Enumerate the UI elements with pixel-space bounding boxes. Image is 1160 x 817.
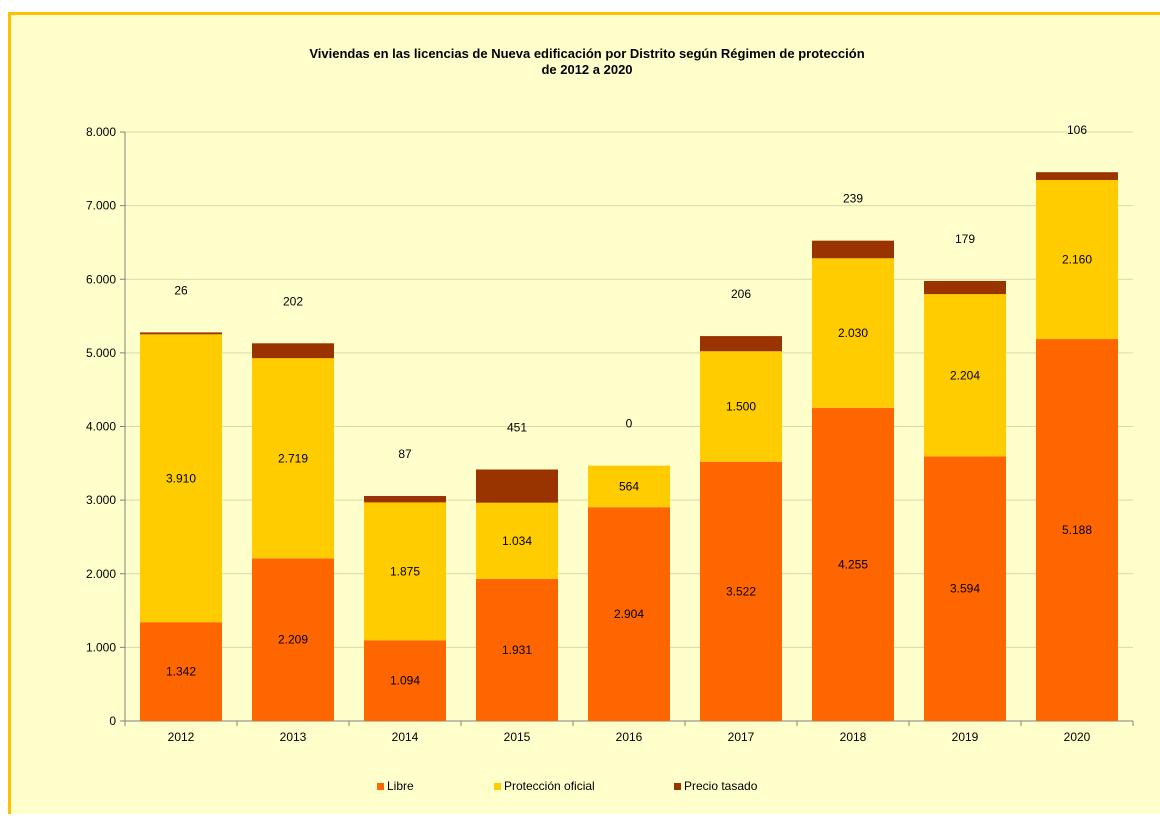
bar-precio-tasado-2015 xyxy=(476,469,558,503)
bar-precio-tasado-2013 xyxy=(252,343,334,359)
data-label-precio-tasado-2018: 239 xyxy=(843,192,863,206)
data-label-precio-tasado-2017: 206 xyxy=(731,287,751,301)
data-label-libre-2014: 1.094 xyxy=(390,674,420,688)
bar-precio-tasado-2017 xyxy=(700,336,782,352)
chart-title-line-1: Viviendas en las licencias de Nueva edif… xyxy=(309,46,865,61)
bar-proteccion-oficial-2020 xyxy=(1036,180,1118,340)
bar-libre-2019 xyxy=(924,456,1006,721)
data-label-libre-2015: 1.931 xyxy=(502,643,532,657)
data-label-precio-tasado-2019: 179 xyxy=(955,232,975,246)
y-tick-label: 8.000 xyxy=(86,125,116,139)
legend-item-precio-tasado: Precio tasado xyxy=(674,779,757,793)
y-tick-label: 5.000 xyxy=(86,346,116,360)
data-label-proteccion-oficial-2016: 564 xyxy=(619,479,639,493)
bar-libre-2014 xyxy=(364,640,446,721)
bar-precio-tasado-2020 xyxy=(1036,172,1118,181)
data-label-libre-2016: 2.904 xyxy=(614,607,644,621)
chart-title: Viviendas en las licencias de Nueva edif… xyxy=(11,46,1160,78)
data-label-libre-2020: 5.188 xyxy=(1062,523,1092,537)
data-label-proteccion-oficial-2018: 2.030 xyxy=(838,326,868,340)
x-tick-label: 2013 xyxy=(280,730,307,744)
data-label-proteccion-oficial-2020: 2.160 xyxy=(1062,253,1092,267)
data-label-libre-2013: 2.209 xyxy=(278,633,308,647)
y-tick-label: 4.000 xyxy=(86,420,116,434)
x-tick-label: 2014 xyxy=(392,730,419,744)
bar-libre-2017 xyxy=(700,461,782,721)
y-tick-label: 3.000 xyxy=(86,493,116,507)
data-label-proteccion-oficial-2015: 1.034 xyxy=(502,534,532,548)
data-label-precio-tasado-2012: 26 xyxy=(174,283,188,297)
bar-libre-2016 xyxy=(588,507,670,721)
data-label-proteccion-oficial-2014: 1.875 xyxy=(390,564,420,578)
bar-proteccion-oficial-2015 xyxy=(476,502,558,579)
chart-subtitle: de 2012 a 2020 xyxy=(541,62,633,77)
bar-proteccion-oficial-2014 xyxy=(364,502,446,641)
bar-proteccion-oficial-2013 xyxy=(252,358,334,559)
y-tick-label: 2.000 xyxy=(86,567,116,581)
x-tick-label: 2018 xyxy=(840,730,867,744)
legend: Libre Protección oficial Precio tasado xyxy=(11,779,1160,799)
data-label-precio-tasado-2020: 106 xyxy=(1067,123,1087,137)
data-label-libre-2012: 1.342 xyxy=(166,665,196,679)
bar-proteccion-oficial-2017 xyxy=(700,351,782,462)
x-tick-label: 2019 xyxy=(952,730,979,744)
data-label-proteccion-oficial-2017: 1.500 xyxy=(726,399,756,413)
data-label-proteccion-oficial-2019: 2.204 xyxy=(950,368,980,382)
bar-precio-tasado-2019 xyxy=(924,280,1006,295)
y-tick-label: 1.000 xyxy=(86,640,116,654)
y-tick-label: 7.000 xyxy=(86,199,116,213)
bar-libre-2020 xyxy=(1036,339,1118,721)
chart-frame: Viviendas en las licencias de Nueva edif… xyxy=(8,12,1160,814)
data-label-libre-2018: 4.255 xyxy=(838,557,868,571)
legend-label-precio-tasado: Precio tasado xyxy=(684,779,758,793)
bar-libre-2018 xyxy=(812,407,894,721)
bar-proteccion-oficial-2012 xyxy=(140,334,222,623)
legend-swatch-libre xyxy=(377,782,384,790)
legend-swatch-precio-tasado xyxy=(674,782,681,790)
legend-item-libre: Libre xyxy=(377,779,414,793)
bar-precio-tasado-2018 xyxy=(812,240,894,259)
legend-item-proteccion-oficial: Protección oficial xyxy=(494,779,595,793)
bar-precio-tasado-2012 xyxy=(140,332,222,335)
data-label-proteccion-oficial-2012: 3.910 xyxy=(166,471,196,485)
data-label-proteccion-oficial-2013: 2.719 xyxy=(278,451,308,465)
bar-libre-2013 xyxy=(252,558,334,721)
data-label-libre-2019: 3.594 xyxy=(950,582,980,596)
plot-area: 0 1.000 2.000 3.000 4.000 5.000 6.000 7.000 8.00… xyxy=(86,123,1134,744)
bar-proteccion-oficial-2016 xyxy=(588,465,670,508)
x-tick-label: 2020 xyxy=(1064,730,1091,744)
bar-proteccion-oficial-2019 xyxy=(924,294,1006,457)
legend-label-libre: Libre xyxy=(387,779,414,793)
x-tick-label: 2012 xyxy=(168,730,195,744)
data-label-precio-tasado-2014: 87 xyxy=(398,447,412,461)
x-tick-label: 2016 xyxy=(616,730,643,744)
data-label-precio-tasado-2013: 202 xyxy=(283,294,303,308)
data-label-precio-tasado-2016: 0 xyxy=(626,417,633,431)
data-label-libre-2017: 3.522 xyxy=(726,584,756,598)
bar-proteccion-oficial-2018 xyxy=(812,258,894,408)
y-tick-label: 6.000 xyxy=(86,272,116,286)
bar-libre-2015 xyxy=(476,578,558,721)
x-tick-label: 2017 xyxy=(728,730,755,744)
bar-precio-tasado-2014 xyxy=(364,496,446,503)
bar-libre-2012 xyxy=(140,622,222,721)
x-tick-label: 2015 xyxy=(504,730,531,744)
y-tick-label: 0 xyxy=(109,714,116,728)
data-label-precio-tasado-2015: 451 xyxy=(507,420,527,434)
legend-label-proteccion-oficial: Protección oficial xyxy=(504,779,595,793)
legend-swatch-proteccion-oficial xyxy=(494,782,501,790)
